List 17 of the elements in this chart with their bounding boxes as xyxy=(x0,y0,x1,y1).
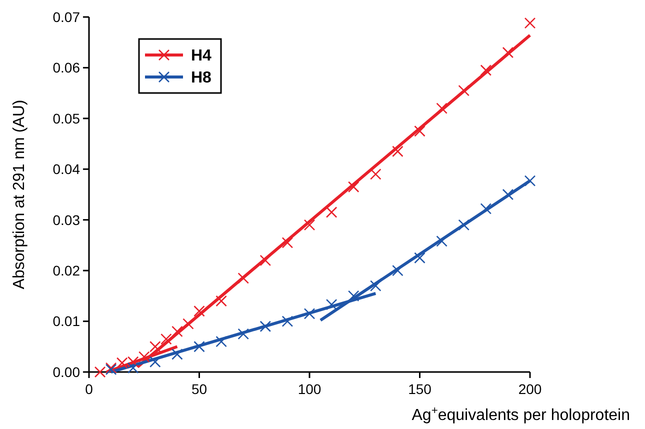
x-axis-title: Ag$^{+}$equivalents per holoprotein xyxy=(412,405,630,424)
y-tick-label: 0.02 xyxy=(52,262,80,278)
x-tick-label: 200 xyxy=(518,381,542,397)
y-tick-label: 0.03 xyxy=(52,212,80,228)
y-tick-label: 0.04 xyxy=(52,161,80,178)
x-tick-label: 150 xyxy=(408,381,432,397)
legend-label: H8 xyxy=(191,70,212,87)
legend-label: H4 xyxy=(191,48,212,65)
x-tick-label: 0 xyxy=(85,381,94,397)
x-tick-label: 50 xyxy=(191,381,208,397)
y-tick-label: 0.01 xyxy=(52,313,80,330)
y-axis-title: Absorption at 291 nm (AU) xyxy=(11,100,28,290)
y-tick-label: 0.06 xyxy=(52,60,80,76)
x-tick-label: 100 xyxy=(298,381,322,397)
y-tick-label: 0.00 xyxy=(52,364,80,380)
y-tick-label: 0.07 xyxy=(52,8,80,25)
y-tick-label: 0.05 xyxy=(52,110,80,126)
